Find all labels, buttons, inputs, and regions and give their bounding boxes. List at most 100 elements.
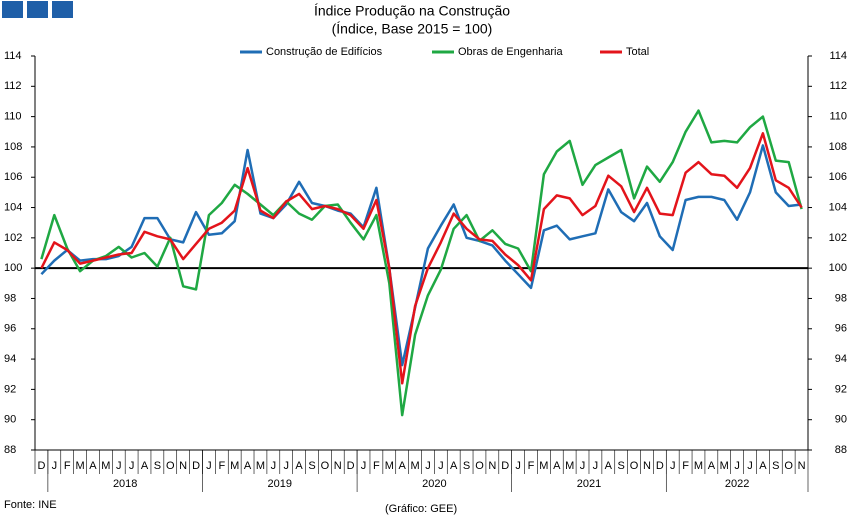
x-tick-label: J xyxy=(515,460,521,472)
y-tick-label: 90 xyxy=(4,414,16,426)
x-tick-label: D xyxy=(37,460,45,472)
x-tick-label: J xyxy=(206,460,212,472)
x-tick-label: J xyxy=(670,460,676,472)
x-tick-label: J xyxy=(580,460,586,472)
x-tick-label: M xyxy=(720,460,729,472)
x-tick-label: S xyxy=(154,460,161,472)
x-tick-label: F xyxy=(373,460,380,472)
legend-label: Total xyxy=(626,46,649,58)
year-label: 2018 xyxy=(113,478,137,490)
x-tick-label: A xyxy=(89,460,97,472)
x-tick-label: S xyxy=(463,460,470,472)
y-tick-label: 94 xyxy=(4,353,16,365)
y2-tick-label: 94 xyxy=(835,353,847,365)
y2-tick-label: 92 xyxy=(835,383,847,395)
x-tick-label: A xyxy=(605,460,613,472)
x-tick-label: A xyxy=(399,460,407,472)
y2-tick-label: 98 xyxy=(835,292,847,304)
year-label: 2021 xyxy=(577,478,601,490)
x-tick-label: J xyxy=(129,460,135,472)
x-tick-label: O xyxy=(784,460,793,472)
y2-tick-label: 112 xyxy=(829,80,847,92)
x-tick-label: D xyxy=(347,460,355,472)
x-tick-label: D xyxy=(192,460,200,472)
y-tick-label: 96 xyxy=(4,323,16,335)
x-tick-label: A xyxy=(450,460,458,472)
x-tick-label: F xyxy=(682,460,689,472)
y-tick-label: 100 xyxy=(4,262,22,274)
y-tick-label: 114 xyxy=(4,50,22,62)
y-tick-label: 102 xyxy=(4,232,22,244)
chart-title: Índice Produção na Construção xyxy=(314,3,510,19)
x-tick-label: A xyxy=(759,460,767,472)
y-tick-label: 106 xyxy=(4,171,22,183)
x-tick-label: F xyxy=(218,460,225,472)
x-tick-label: O xyxy=(166,460,175,472)
x-tick-label: A xyxy=(708,460,716,472)
x-tick-label: O xyxy=(630,460,639,472)
x-tick-label: D xyxy=(656,460,664,472)
y2-tick-label: 88 xyxy=(835,444,847,456)
y-tick-label: 92 xyxy=(4,383,16,395)
y-tick-label: 88 xyxy=(4,444,16,456)
x-tick-label: J xyxy=(116,460,122,472)
x-tick-label: J xyxy=(271,460,277,472)
x-tick-label: F xyxy=(64,460,71,472)
credit: (Gráfico: GEE) xyxy=(385,503,457,515)
x-tick-label: J xyxy=(425,460,431,472)
y-tick-label: 110 xyxy=(4,111,22,123)
logo-square xyxy=(27,1,48,18)
y-tick-label: 112 xyxy=(4,80,22,92)
x-tick-label: M xyxy=(565,460,574,472)
y-tick-label: 98 xyxy=(4,292,16,304)
year-label: 2022 xyxy=(725,478,749,490)
logo-square xyxy=(2,1,23,18)
x-tick-label: A xyxy=(244,460,252,472)
y-tick-label: 108 xyxy=(4,141,22,153)
x-tick-label: M xyxy=(385,460,394,472)
x-tick-label: N xyxy=(334,460,342,472)
y2-tick-label: 90 xyxy=(835,414,847,426)
series-line xyxy=(40,132,803,385)
y2-tick-label: 110 xyxy=(829,111,847,123)
year-label: 2020 xyxy=(422,478,446,490)
logo-square xyxy=(52,1,73,18)
y2-tick-label: 114 xyxy=(829,50,847,62)
x-tick-label: O xyxy=(321,460,330,472)
legend-label: Construção de Edifícios xyxy=(266,46,383,58)
y2-tick-label: 96 xyxy=(835,323,847,335)
x-tick-label: A xyxy=(141,460,149,472)
x-tick-label: J xyxy=(593,460,599,472)
x-tick-label: N xyxy=(488,460,496,472)
x-tick-label: D xyxy=(501,460,509,472)
x-tick-label: N xyxy=(798,460,806,472)
x-tick-label: M xyxy=(230,460,239,472)
x-tick-label: A xyxy=(553,460,561,472)
x-tick-label: N xyxy=(643,460,651,472)
legend-label: Obras de Engenharia xyxy=(458,46,563,58)
x-tick-label: J xyxy=(438,460,444,472)
chart-subtitle: (Índice, Base 2015 = 100) xyxy=(332,21,493,37)
x-tick-label: S xyxy=(308,460,315,472)
year-label: 2019 xyxy=(268,478,292,490)
x-tick-label: M xyxy=(101,460,110,472)
y-tick-label: 104 xyxy=(4,201,22,213)
x-tick-label: S xyxy=(618,460,625,472)
x-tick-label: N xyxy=(179,460,187,472)
x-tick-label: M xyxy=(410,460,419,472)
x-tick-label: J xyxy=(283,460,289,472)
series-line xyxy=(40,109,803,417)
x-tick-label: A xyxy=(295,460,303,472)
x-tick-label: J xyxy=(747,460,753,472)
x-tick-label: O xyxy=(475,460,484,472)
x-tick-label: M xyxy=(256,460,265,472)
x-tick-label: J xyxy=(52,460,58,472)
x-tick-label: M xyxy=(694,460,703,472)
x-tick-label: F xyxy=(528,460,535,472)
x-tick-label: M xyxy=(539,460,548,472)
y2-tick-label: 102 xyxy=(829,232,847,244)
x-tick-label: J xyxy=(361,460,367,472)
series-line xyxy=(40,144,802,367)
x-tick-label: S xyxy=(772,460,779,472)
